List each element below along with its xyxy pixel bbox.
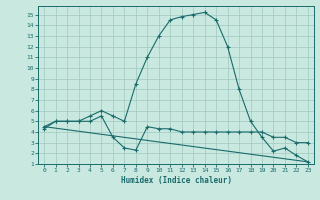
X-axis label: Humidex (Indice chaleur): Humidex (Indice chaleur) [121,176,231,185]
